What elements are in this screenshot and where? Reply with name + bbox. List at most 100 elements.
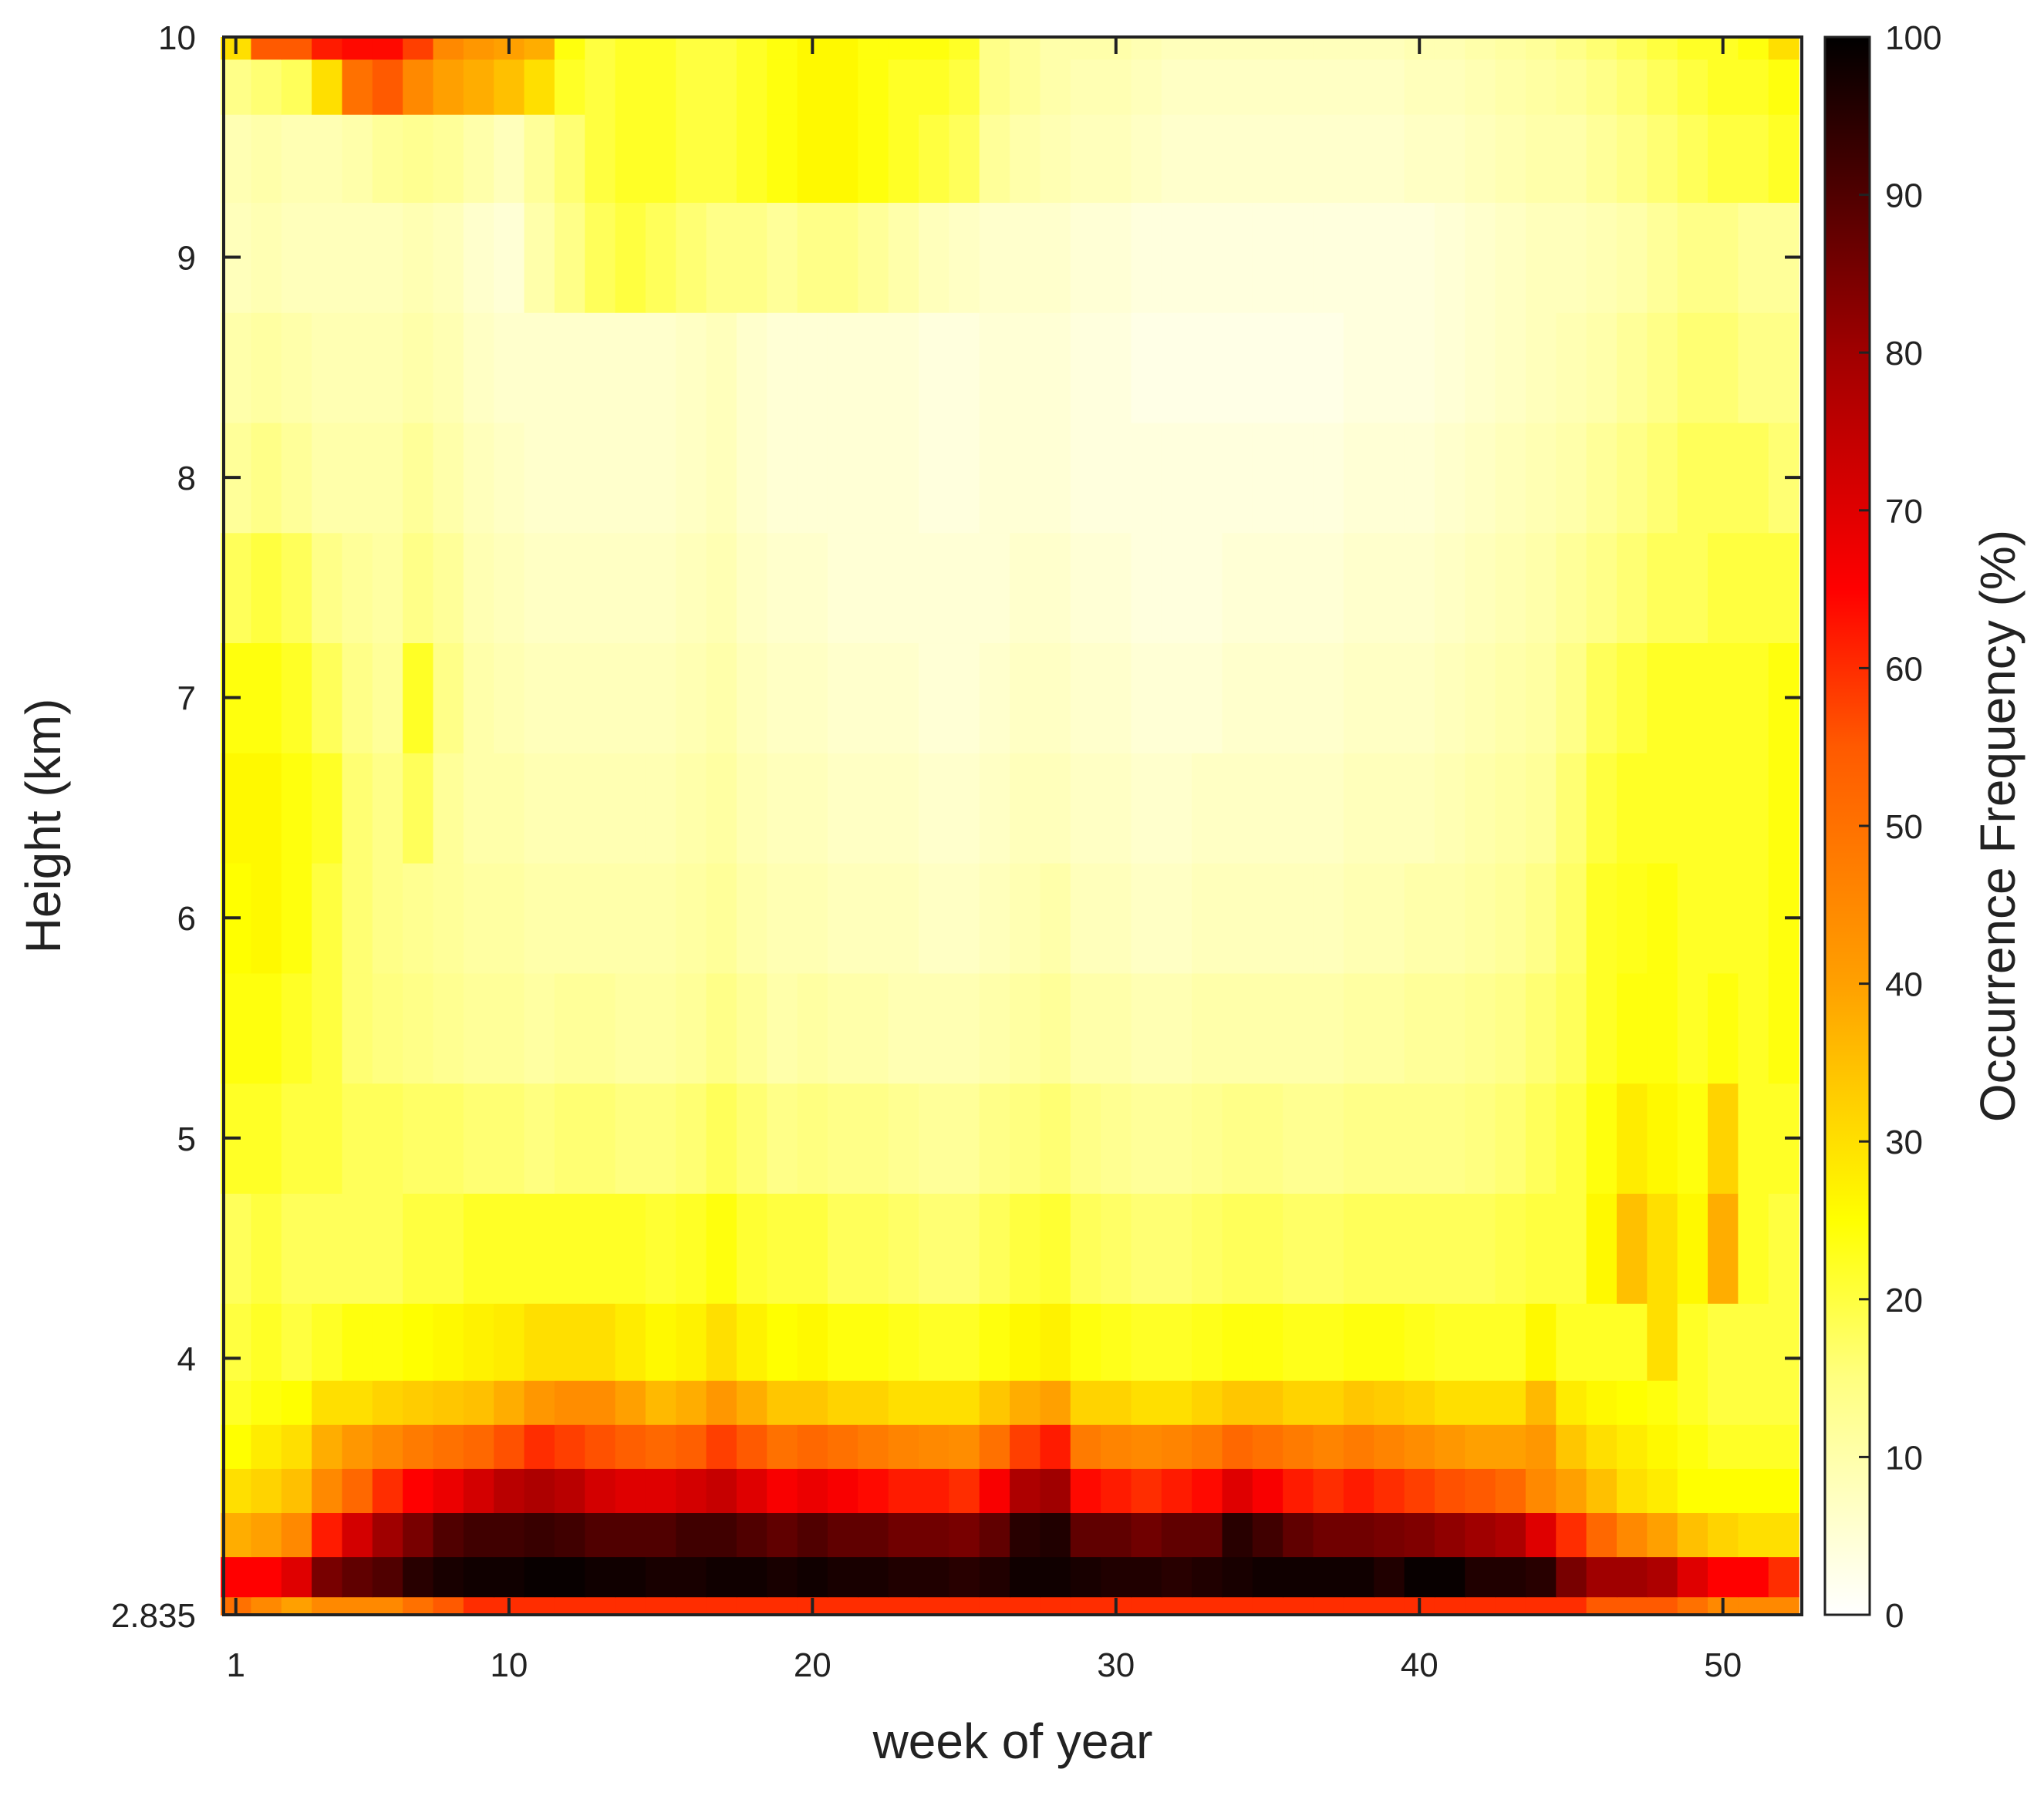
heatmap-cell: [1070, 1596, 1101, 1616]
heatmap-cell: [1556, 1193, 1587, 1304]
heatmap-cell: [1768, 37, 1799, 60]
heatmap-cell: [949, 59, 980, 115]
heatmap-cell: [979, 753, 1010, 864]
heatmap-cell: [585, 202, 616, 313]
heatmap-cell: [767, 113, 798, 203]
heatmap-cell: [797, 1512, 828, 1558]
heatmap-cell: [1131, 1596, 1162, 1616]
heatmap-cell: [706, 113, 737, 203]
heatmap-cell: [1616, 202, 1648, 313]
heatmap-cell: [1252, 202, 1283, 313]
heatmap-cell: [919, 862, 950, 974]
heatmap-cell: [1677, 59, 1708, 115]
heatmap-cell: [676, 532, 707, 644]
heatmap-cell: [403, 642, 434, 753]
heatmap-cell: [1313, 1596, 1344, 1616]
heatmap-cell: [1495, 862, 1526, 974]
heatmap-cell: [1495, 1193, 1526, 1304]
heatmap-cell: [1343, 1468, 1375, 1514]
heatmap-cell: [1040, 1424, 1071, 1469]
heatmap-cell: [1708, 1193, 1739, 1304]
heatmap-cell: [1434, 862, 1466, 974]
y-tick-label: 10: [158, 19, 196, 57]
heatmap-cell: [1252, 59, 1283, 115]
heatmap-cell: [312, 1468, 343, 1514]
heatmap-cell: [858, 862, 889, 974]
heatmap-cell: [949, 753, 980, 864]
heatmap-cell: [919, 1468, 950, 1514]
heatmap-cell: [1101, 642, 1132, 753]
heatmap-cell: [1222, 422, 1253, 534]
heatmap-cell: [372, 862, 403, 974]
heatmap-cell: [767, 972, 798, 1084]
heatmap-cell: [919, 753, 950, 864]
heatmap-cell: [888, 1596, 919, 1616]
heatmap-cell: [281, 1596, 312, 1616]
heatmap-cell: [1768, 113, 1799, 203]
heatmap-cell: [919, 1193, 950, 1304]
heatmap-cell: [1131, 202, 1162, 313]
heatmap-cell: [706, 1596, 737, 1616]
heatmap-cell: [1434, 1468, 1466, 1514]
heatmap-cell: [281, 1468, 312, 1514]
heatmap-cell: [858, 113, 889, 203]
heatmap-cell: [1374, 1083, 1405, 1194]
heatmap-cell: [979, 862, 1010, 974]
heatmap-cell: [1070, 1083, 1101, 1194]
heatmap-cell: [403, 422, 434, 534]
heatmap-cell: [827, 1556, 859, 1598]
heatmap-cell: [1070, 1556, 1101, 1598]
heatmap-cell: [1374, 202, 1405, 313]
heatmap-cell: [1192, 422, 1223, 534]
heatmap-cell: [615, 1512, 646, 1558]
heatmap-cell: [221, 972, 252, 1084]
heatmap-cell: [342, 972, 373, 1084]
heatmap-cell: [1283, 422, 1314, 534]
heatmap-cell: [1677, 113, 1708, 203]
heatmap-cell: [645, 422, 677, 534]
heatmap-cell: [1192, 1468, 1223, 1514]
heatmap-cell: [1647, 1193, 1678, 1304]
heatmap-cell: [1374, 113, 1405, 203]
heatmap-cell: [312, 1380, 343, 1425]
heatmap-cell: [1101, 422, 1132, 534]
heatmap-cell: [312, 532, 343, 644]
heatmap-cell: [312, 1193, 343, 1304]
heatmap-cell: [1040, 753, 1071, 864]
heatmap-cell: [676, 1512, 707, 1558]
heatmap-cell: [1010, 1083, 1041, 1194]
heatmap-cell: [949, 113, 980, 203]
heatmap-cell: [1404, 1302, 1435, 1381]
heatmap-cell: [1222, 1302, 1253, 1381]
heatmap-cell: [1161, 972, 1192, 1084]
heatmap-cell: [827, 642, 859, 753]
heatmap-cell: [221, 1193, 252, 1304]
heatmap-cell: [1434, 1556, 1466, 1598]
heatmap-cell: [1525, 59, 1557, 115]
heatmap-cell: [1070, 642, 1101, 753]
heatmap-cell: [524, 1083, 555, 1194]
heatmap-cell: [554, 1468, 586, 1514]
heatmap-cell: [1677, 37, 1708, 60]
heatmap-cell: [827, 37, 859, 60]
heatmap-cell: [706, 422, 737, 534]
heatmap-cell: [645, 1193, 677, 1304]
heatmap-cell: [312, 642, 343, 753]
heatmap-cell: [645, 1302, 677, 1381]
heatmap-cell: [585, 422, 616, 534]
heatmap-cell: [1283, 312, 1314, 423]
heatmap-cell: [312, 972, 343, 1084]
heatmap-cell: [1708, 642, 1739, 753]
heatmap-cell: [433, 532, 464, 644]
heatmap-cell: [433, 422, 464, 534]
heatmap-cell: [342, 59, 373, 115]
heatmap-cell: [1434, 37, 1466, 60]
heatmap-cell: [888, 1424, 919, 1469]
heatmap-cell: [342, 532, 373, 644]
heatmap-cell: [676, 1424, 707, 1469]
heatmap-cell: [797, 1468, 828, 1514]
heatmap-cell: [706, 1512, 737, 1558]
heatmap-cell: [767, 1193, 798, 1304]
heatmap-cell: [1040, 312, 1071, 423]
heatmap-cell: [524, 1512, 555, 1558]
